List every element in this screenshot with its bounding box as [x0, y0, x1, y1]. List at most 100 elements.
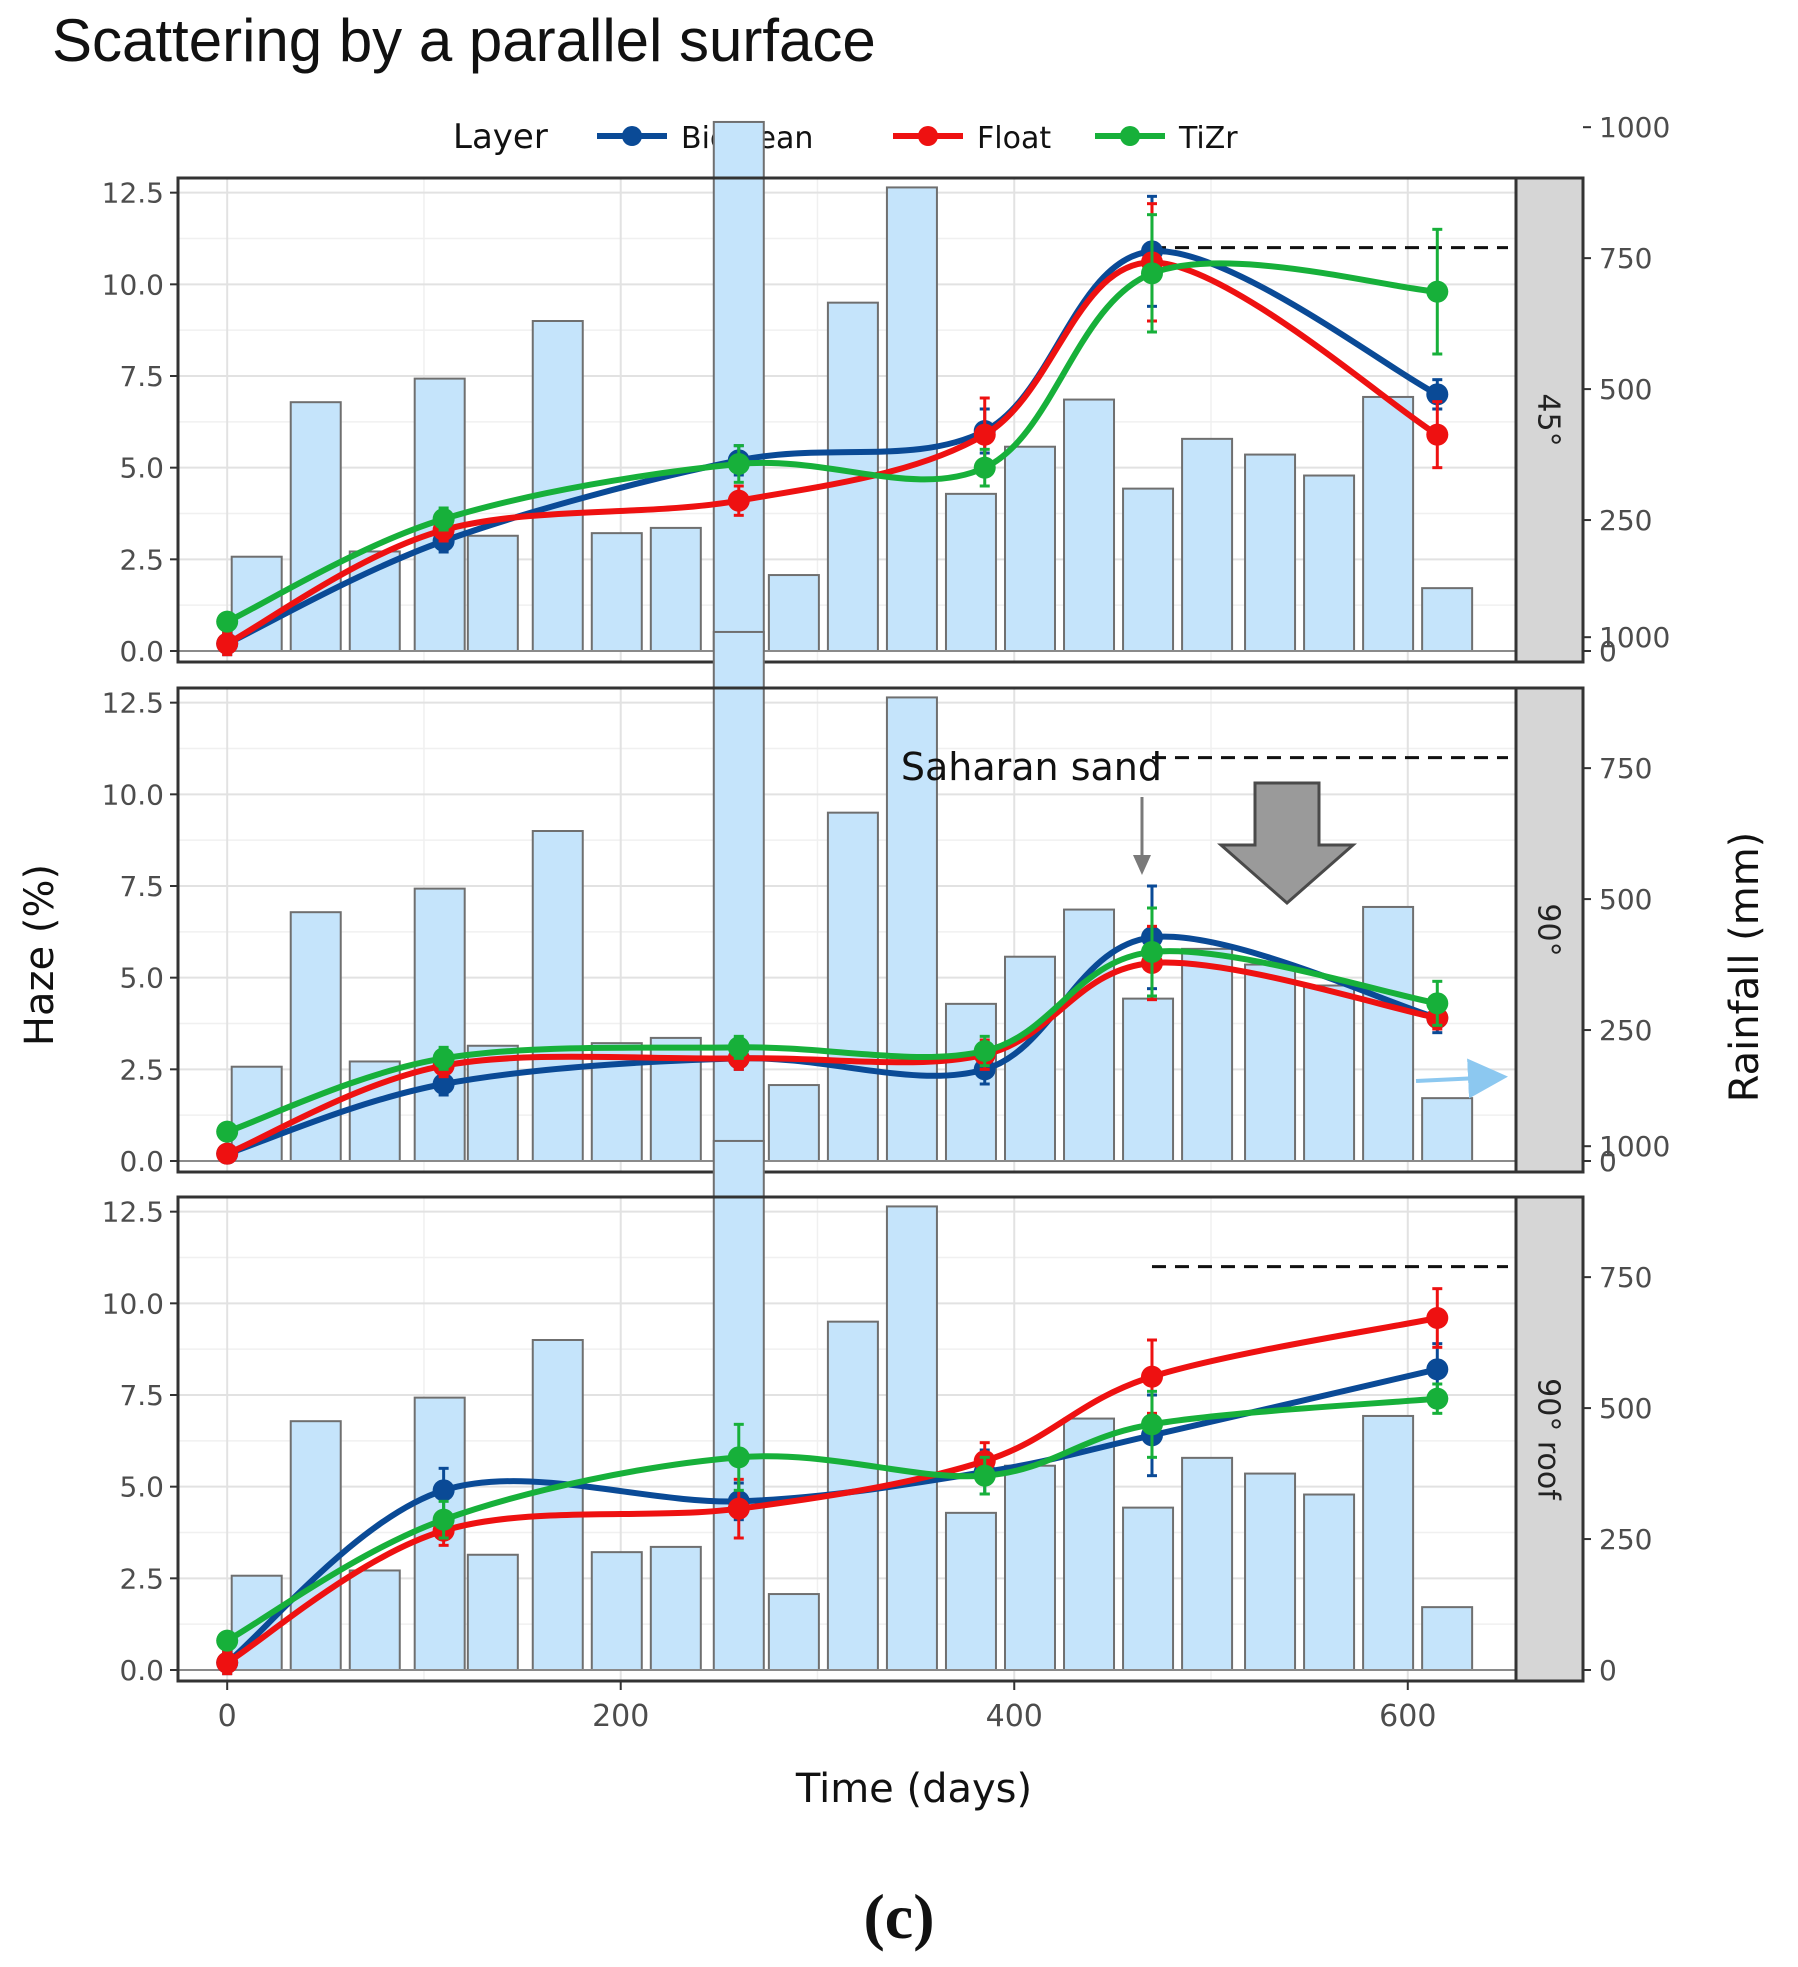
y-right-tick-label: 750	[1599, 1261, 1652, 1294]
figure-caption: (c)	[863, 1881, 935, 1952]
series-line	[224, 1395, 1441, 1644]
rainfall-bar	[1181, 1456, 1234, 1672]
data-point	[973, 1464, 996, 1487]
series-line	[224, 959, 1441, 1157]
y-right-tick-label: 0	[1599, 1145, 1617, 1178]
rainfall-bar	[649, 526, 702, 653]
rainfall-bar	[885, 696, 938, 1163]
data-point	[1426, 423, 1449, 446]
series-line	[224, 259, 1441, 647]
y-tick-label: 7.5	[119, 870, 164, 903]
rainfall-bar	[944, 1511, 997, 1672]
rainfall-bar	[767, 1593, 820, 1671]
annotation-arrow-head	[1132, 855, 1151, 875]
rainfall-bar	[712, 1139, 765, 1671]
data-point	[216, 1120, 239, 1143]
panel: 90° roof 0.0 2.5 5.0 7.5 10.0 12.5 0 250 500 750 10…	[102, 1130, 1671, 1687]
rainfall-bar	[1244, 453, 1297, 653]
legend-key-dot	[622, 126, 642, 146]
data-point	[216, 632, 239, 655]
rainfall-bar	[1122, 487, 1175, 652]
data-point	[1140, 262, 1163, 285]
rainfall-bar	[767, 574, 820, 652]
y-right-tick-label: 250	[1599, 1014, 1652, 1047]
rainfall-bar	[1122, 997, 1175, 1162]
series-float	[216, 202, 1449, 657]
legend: LayerBioCleanFloatTiZr	[453, 117, 1238, 157]
data-point	[1140, 941, 1163, 963]
rainfall-axis-arrow	[1415, 1058, 1508, 1099]
y-right-tick-label: 1000	[1599, 621, 1670, 654]
rainfall-bar	[649, 1545, 702, 1672]
rainfall-bar	[1003, 445, 1056, 653]
data-point	[1140, 1413, 1163, 1436]
y-right-tick-label: 250	[1599, 1523, 1652, 1556]
y-right-tick-label: 500	[1599, 373, 1652, 406]
data-point	[432, 508, 455, 530]
chart-title: Scattering by a parallel surface	[52, 7, 876, 74]
legend-title: Layer	[453, 117, 548, 157]
legend-label: Float	[977, 121, 1051, 156]
y-tick-label: 2.5	[119, 1053, 164, 1086]
rainfall-bar	[289, 401, 342, 653]
y-tick-label: 2.5	[119, 1562, 164, 1595]
x-tick-label: 600	[1379, 1699, 1436, 1734]
facet-strip-label: 45°	[1531, 393, 1566, 446]
y-tick-label: 5.0	[119, 452, 164, 485]
rainfall-bar	[1122, 1506, 1175, 1671]
rainfall-bar	[1421, 1097, 1474, 1162]
rainfall-bar	[885, 186, 938, 653]
series-line	[224, 948, 1441, 1135]
data-point	[216, 610, 239, 633]
series-line	[224, 1315, 1441, 1666]
y-tick-label: 12.5	[102, 177, 164, 210]
y-tick-label: 12.5	[102, 687, 164, 720]
y-tick-label: 0.0	[119, 635, 164, 668]
facet-strip	[1514, 1195, 1585, 1683]
y-right-tick-label: 250	[1599, 504, 1652, 537]
data-point	[727, 453, 750, 475]
y-right-tick-label: 500	[1599, 883, 1652, 916]
y-tick-label: 10.0	[102, 778, 164, 811]
data-point	[432, 1479, 455, 1502]
facet-strip	[1514, 176, 1585, 664]
y-tick-label: 2.5	[119, 543, 164, 576]
data-point	[727, 489, 750, 512]
facet-strip-label: 90° roof	[1531, 1378, 1566, 1501]
y-tick-label: 10.0	[102, 268, 164, 301]
data-point	[973, 1040, 996, 1062]
data-point	[727, 1446, 750, 1469]
legend-label: TiZr	[1178, 121, 1238, 156]
x-axis-label: Time (days)	[795, 1766, 1032, 1812]
rainfall-bar	[348, 1569, 401, 1672]
legend-key-dot	[918, 126, 938, 146]
series-line	[224, 933, 1441, 1157]
data-point	[973, 456, 996, 479]
rainfall-bar	[1303, 984, 1356, 1162]
y-axis-label: Haze (%)	[17, 864, 63, 1046]
data-point	[1426, 1358, 1449, 1381]
rainfall-bar	[531, 830, 584, 1162]
y-right-tick-label: 1000	[1599, 111, 1670, 144]
rainfall-bar	[944, 492, 997, 652]
data-point	[216, 1651, 239, 1674]
legend-key-dot	[1120, 126, 1140, 146]
rainfall-bar	[885, 1205, 938, 1672]
rainfall-bar	[1003, 1464, 1056, 1671]
rainfall-bar	[1244, 963, 1297, 1162]
series-line	[224, 260, 1441, 625]
y-tick-label: 0.0	[119, 1654, 164, 1687]
data-point	[432, 1073, 455, 1095]
rainfall-bar	[590, 1551, 643, 1671]
large-down-arrow	[1217, 781, 1357, 905]
series-tizr	[216, 906, 1449, 1143]
rainfall-bar	[1421, 587, 1474, 653]
data-point	[1426, 280, 1449, 303]
y-tick-label: 0.0	[119, 1145, 164, 1178]
rainfall-bar	[1362, 395, 1415, 653]
y-tick-label: 7.5	[119, 360, 164, 393]
y-right-tick-label: 1000	[1599, 1130, 1670, 1163]
y-tick-label: 10.0	[102, 1287, 164, 1320]
rainfall-bar	[826, 811, 879, 1163]
rainfall-bar	[1063, 1417, 1116, 1671]
